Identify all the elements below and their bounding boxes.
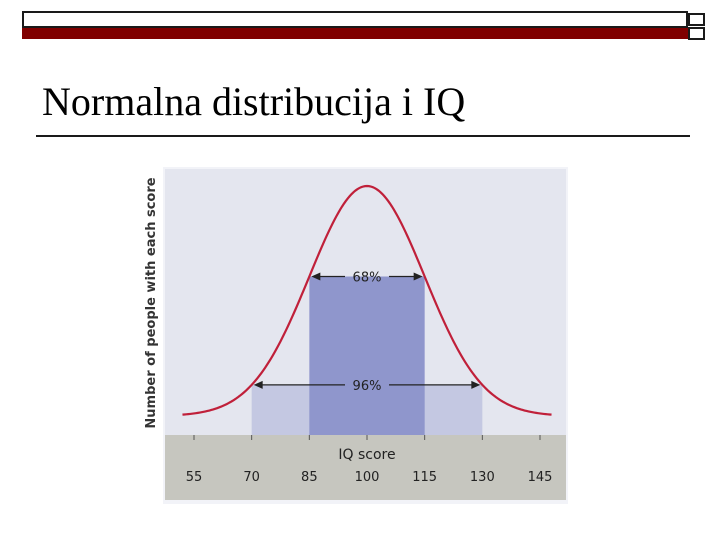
x-tick-label: 100 [355, 470, 380, 485]
corner-square-top [688, 13, 705, 26]
x-tick-label: 85 [301, 470, 318, 485]
bands-layer [251, 276, 483, 435]
x-tick-label: 130 [470, 470, 495, 485]
slide-title: Normalna distribucija i IQ [42, 79, 466, 124]
iq-distribution-chart: 96% 68% 55 70 85 100 115 130 145 IQ score Numbe… [138, 164, 570, 504]
title-underline [36, 135, 690, 137]
title-bar-accent [22, 28, 688, 39]
x-axis-strip [165, 435, 566, 500]
band-label: 96% [353, 379, 382, 394]
arrowhead-left-icon [253, 380, 263, 389]
normal-curve [182, 184, 552, 416]
corner-square-bottom [688, 27, 705, 40]
arrowhead-right-icon [471, 380, 481, 389]
band-label: 68% [353, 270, 382, 285]
band-68pct [309, 276, 425, 435]
arrowhead-left-icon [311, 272, 321, 281]
x-tick-label: 145 [528, 470, 553, 485]
annotation-arrows: 96% 68% [253, 270, 481, 394]
x-ticks: 55 70 85 100 115 130 145 [186, 435, 553, 485]
chart-svg: 96% 68% 55 70 85 100 115 130 145 IQ score Numbe… [144, 167, 568, 504]
x-tick-label: 70 [243, 470, 260, 485]
title-bar-top [22, 11, 688, 28]
x-tick-label: 115 [412, 470, 437, 485]
arrowhead-right-icon [413, 272, 423, 281]
x-axis-label: IQ score [338, 447, 395, 463]
y-axis-label: Number of people with each score [144, 177, 159, 428]
x-tick-label: 55 [186, 470, 203, 485]
